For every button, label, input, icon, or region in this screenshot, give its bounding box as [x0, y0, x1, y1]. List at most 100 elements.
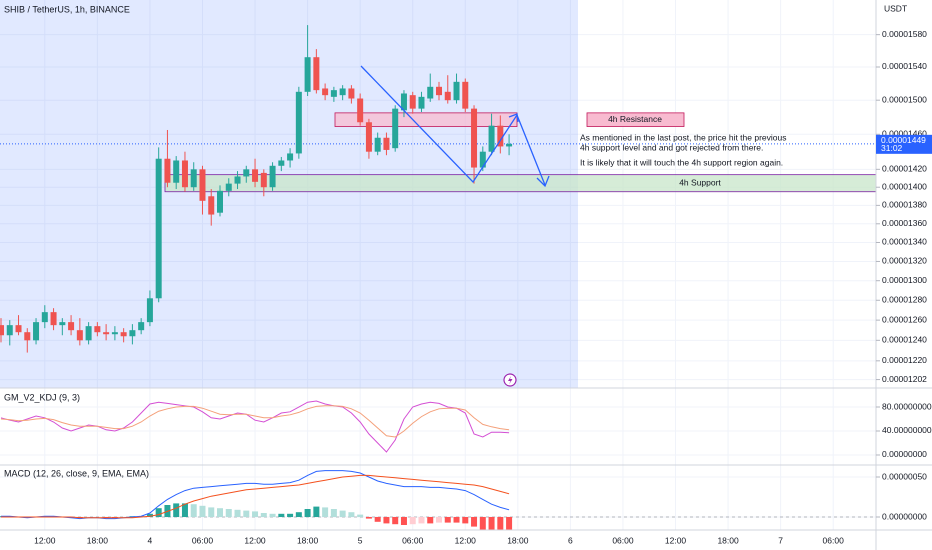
histogram-bar: [260, 513, 267, 517]
y-tick-label: 0.00001500: [882, 94, 927, 104]
x-tick-label: 12:00: [455, 535, 477, 545]
indicator-line: [1, 474, 510, 519]
y-tick-label: 0.00001280: [882, 295, 927, 305]
histogram-bar: [400, 517, 407, 525]
histogram-bar: [462, 517, 469, 524]
y-tick-label: 0.00001400: [882, 181, 927, 191]
y-tick-label: 0.00001202: [882, 374, 927, 384]
histogram-bar: [436, 517, 442, 523]
annotation-text: It is likely that it will touch the 4h s…: [580, 157, 783, 167]
candle-body: [234, 176, 241, 184]
candle-body: [330, 90, 337, 97]
candle-body: [278, 160, 285, 166]
y-tick-label: 0.00001240: [882, 335, 927, 345]
candle-body: [68, 322, 75, 331]
x-tick-label: 6: [568, 535, 573, 545]
y-tick-label: 0.00001540: [882, 61, 927, 71]
x-tick-label: 18:00: [507, 535, 529, 545]
candle-body: [287, 153, 294, 161]
candle-body: [418, 96, 425, 109]
candle-body: [129, 330, 136, 337]
candle-body: [400, 93, 407, 111]
histogram-bar: [418, 517, 425, 524]
zone-label: 4h Support: [679, 177, 721, 187]
histogram-bar: [217, 508, 223, 517]
histogram-bar: [287, 513, 294, 517]
candle-body: [33, 322, 40, 341]
zone-label-box: [586, 112, 685, 127]
histogram-bar: [374, 517, 381, 522]
candle-body: [506, 143, 513, 147]
arrow-head: [508, 113, 519, 123]
candle-body: [322, 88, 329, 96]
candle-body: [208, 196, 215, 215]
candle-body: [217, 190, 223, 213]
histogram-bar: [479, 517, 486, 530]
histogram-bar: [304, 509, 311, 517]
histogram-bar: [365, 517, 372, 519]
candle-body: [462, 81, 469, 109]
y-tick-label: 0.00001220: [882, 355, 927, 365]
indicator-title: GM_V2_KDJ (9, 3): [4, 392, 80, 402]
alert-icon: [503, 373, 517, 387]
indicator-line: [0, 405, 510, 438]
candle-body: [94, 326, 101, 333]
candle-body: [409, 95, 416, 109]
candle-body: [488, 125, 495, 152]
candle-body: [365, 122, 372, 152]
candle-body: [260, 172, 267, 188]
candle-body: [383, 137, 390, 150]
countdown: 31:02: [881, 143, 903, 153]
histogram-bar: [409, 517, 416, 525]
candle-body: [146, 298, 153, 323]
histogram-bar: [488, 517, 495, 530]
candle-body: [269, 165, 276, 188]
histogram-bar: [234, 509, 241, 517]
indicator-title: MACD (12, 26, close, 9, EMA, EMA): [4, 468, 149, 478]
candle-body: [0, 325, 4, 336]
candle-body: [497, 125, 504, 147]
candle-body: [374, 137, 381, 152]
y-tick-label: 40.00000000: [882, 425, 932, 435]
candle-body: [41, 312, 48, 323]
histogram-bar: [208, 507, 215, 517]
last-price-label: 0.00001449: [881, 135, 926, 145]
y-tick-label: 0.00001580: [882, 29, 927, 39]
histogram-bar: [295, 512, 302, 517]
candle-body: [444, 91, 451, 101]
histogram-bar: [339, 510, 346, 517]
histogram-bar: [357, 514, 364, 517]
candle-body: [120, 332, 127, 337]
y-tick-label: 0.00000050: [882, 471, 927, 481]
x-tick-label: 06:00: [823, 535, 845, 545]
y-tick-label: 0.00000000: [882, 511, 927, 521]
candle-body: [436, 86, 442, 96]
candle-body: [348, 88, 355, 99]
candle-body: [85, 326, 92, 341]
histogram-bar: [471, 517, 478, 527]
candle-body: [103, 332, 110, 335]
y-tick-label: 0.00001460: [882, 129, 927, 139]
candle-body: [15, 325, 22, 333]
histogram-bar: [190, 504, 197, 517]
axis-unit: USDT: [884, 3, 907, 13]
histogram-bar: [322, 507, 329, 517]
candle-body: [295, 91, 302, 154]
candle-body: [24, 332, 31, 341]
candle-body: [199, 169, 206, 201]
candle-body: [304, 57, 311, 92]
annotation-text: As mentioned in the last post, the price…: [580, 132, 786, 142]
arrow-head: [536, 175, 550, 188]
y-tick-label: 80.00000000: [882, 401, 932, 411]
candle-body: [138, 322, 145, 331]
x-tick-label: 06:00: [192, 535, 214, 545]
candle-body: [155, 158, 162, 299]
candle-body: [252, 169, 259, 182]
histogram-bar: [444, 517, 451, 523]
annotation-text: 4h support level and and got rejected fr…: [580, 142, 763, 152]
highlight-region: [0, 0, 578, 388]
histogram-bar: [181, 503, 188, 517]
histogram-bar: [348, 512, 355, 517]
histogram-bar: [155, 508, 162, 517]
